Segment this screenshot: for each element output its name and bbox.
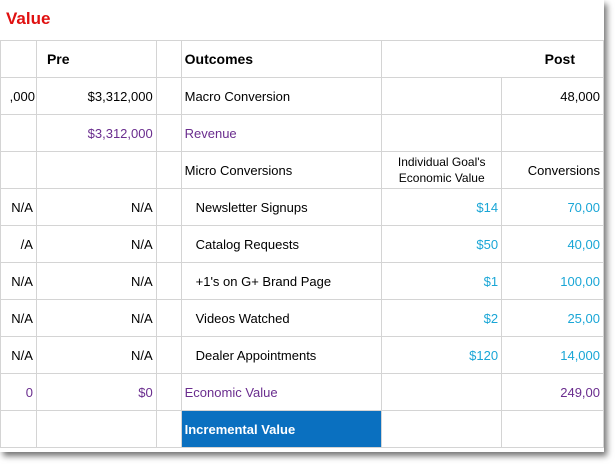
sheet-title: Value	[6, 9, 51, 28]
table-row: /A N/A Catalog Requests $50 40,00	[0, 225, 604, 263]
table-row: N/A N/A Newsletter Signups $14 70,00	[0, 188, 604, 226]
cell: N/A	[35, 336, 157, 374]
cell: $50	[381, 225, 503, 263]
cell	[0, 410, 37, 448]
cell: $0	[35, 373, 157, 411]
cell	[381, 114, 503, 152]
cell: 249,00	[501, 373, 604, 411]
spreadsheet-frame: Value Pre Outcomes Post ,000 $3,312,000 …	[0, 9, 604, 448]
cell: $3,312,000	[35, 77, 157, 115]
table-row: $3,312,000 Revenue	[0, 114, 604, 152]
cell: $1	[381, 262, 503, 300]
cell	[155, 373, 182, 411]
cell	[155, 40, 182, 78]
cell: N/A	[35, 299, 157, 337]
cell: $14	[381, 188, 503, 226]
cell	[155, 410, 182, 448]
row-label: Catalog Requests	[180, 225, 383, 263]
row-label: Micro Conversions	[180, 151, 383, 189]
cell	[155, 77, 182, 115]
cell: 70,00	[501, 188, 604, 226]
cell	[35, 410, 157, 448]
row-label: Revenue	[180, 114, 383, 152]
cell: 0	[0, 373, 37, 411]
cell	[155, 262, 182, 300]
table-row: Micro Conversions Individual Goal's Econ…	[0, 151, 604, 189]
cell: /A	[0, 225, 37, 263]
cell: N/A	[35, 188, 157, 226]
cell: $3,312,000	[35, 114, 157, 152]
value-table: Pre Outcomes Post ,000 $3,312,000 Macro …	[0, 40, 604, 448]
cell: 48,000	[501, 77, 604, 115]
cell: 14,000	[501, 336, 604, 374]
header-row: Pre Outcomes Post	[0, 40, 604, 78]
cell: N/A	[0, 188, 37, 226]
cell	[155, 188, 182, 226]
cell	[501, 114, 604, 152]
cell: 25,00	[501, 299, 604, 337]
cell	[501, 410, 604, 448]
cell	[381, 410, 503, 448]
cell	[155, 299, 182, 337]
cell	[155, 151, 182, 189]
table-row: N/A N/A Dealer Appointments $120 14,000	[0, 336, 604, 374]
table-row: N/A N/A Videos Watched $2 25,00	[0, 299, 604, 337]
table-row: Incremental Value	[0, 410, 604, 448]
cell: ,000	[0, 77, 37, 115]
row-label: Dealer Appointments	[180, 336, 383, 374]
cell: N/A	[35, 225, 157, 263]
cell	[0, 114, 37, 152]
conversions-header: Conversions	[501, 151, 604, 189]
cell: 40,00	[501, 225, 604, 263]
cell: N/A	[0, 299, 37, 337]
cell	[155, 336, 182, 374]
row-label: Videos Watched	[180, 299, 383, 337]
cell: 100,00	[501, 262, 604, 300]
cell: N/A	[0, 262, 37, 300]
cell: $120	[381, 336, 503, 374]
cell	[155, 225, 182, 263]
cell	[155, 114, 182, 152]
cell	[381, 77, 503, 115]
table-row: N/A N/A +1's on G+ Brand Page $1 100,00	[0, 262, 604, 300]
cell: $2	[381, 299, 503, 337]
cell: N/A	[35, 262, 157, 300]
table-row: ,000 $3,312,000 Macro Conversion 48,000	[0, 77, 604, 115]
outcomes-header: Outcomes	[180, 40, 383, 78]
cell	[0, 151, 37, 189]
row-label: +1's on G+ Brand Page	[180, 262, 383, 300]
post-header: Post	[381, 40, 604, 78]
cell: N/A	[0, 336, 37, 374]
table-row: 0 $0 Economic Value 249,00	[0, 373, 604, 411]
cell	[0, 40, 37, 78]
cell	[381, 373, 503, 411]
cell	[35, 151, 157, 189]
row-label: Economic Value	[180, 373, 383, 411]
row-label: Macro Conversion	[180, 77, 383, 115]
goal-value-header: Individual Goal's Economic Value	[381, 151, 503, 189]
row-label: Newsletter Signups	[180, 188, 383, 226]
incremental-value-cell: Incremental Value	[180, 410, 383, 448]
pre-header: Pre	[35, 40, 157, 78]
